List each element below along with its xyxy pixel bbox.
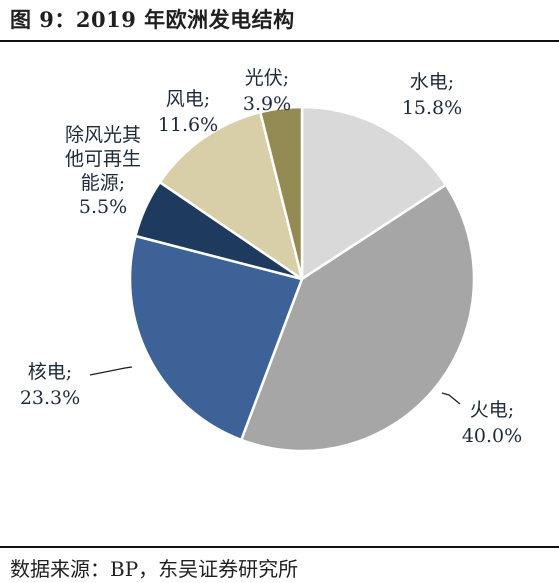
pie-chart: 水电; 15.8% 火电; 40.0% 核电; 23.3% 除风光其他可再生能源; 5.5% 风… [20, 67, 522, 453]
slice-label-thermal: 火电; 40.0% [462, 399, 522, 447]
leader-line-nuclear [89, 366, 133, 376]
pie-slice-thermal [240, 183, 476, 453]
slice-label-solar: 光伏; 3.9% [243, 67, 291, 115]
pie-slice-nuclear [128, 234, 304, 442]
leader-line-thermal [441, 392, 461, 405]
pie-slice-hydro [300, 105, 448, 281]
slice-label-nuclear: 核电; 23.3% [20, 361, 80, 409]
slice-label-wind: 风电; 11.6% [158, 88, 218, 136]
top-rule [0, 40, 559, 42]
pie-slice-solar [259, 105, 304, 281]
figure-title: 图 9：2019 年欧洲发电结构 [10, 7, 295, 32]
pie-slice-wind [158, 110, 304, 281]
source-note: 数据来源：BP，东吴证券研究所 [10, 557, 299, 581]
slice-label-other-renewables: 除风光其他可再生能源; 5.5% [65, 124, 141, 218]
bottom-rule [0, 546, 559, 548]
slice-label-hydro: 水电; 15.8% [402, 71, 462, 119]
